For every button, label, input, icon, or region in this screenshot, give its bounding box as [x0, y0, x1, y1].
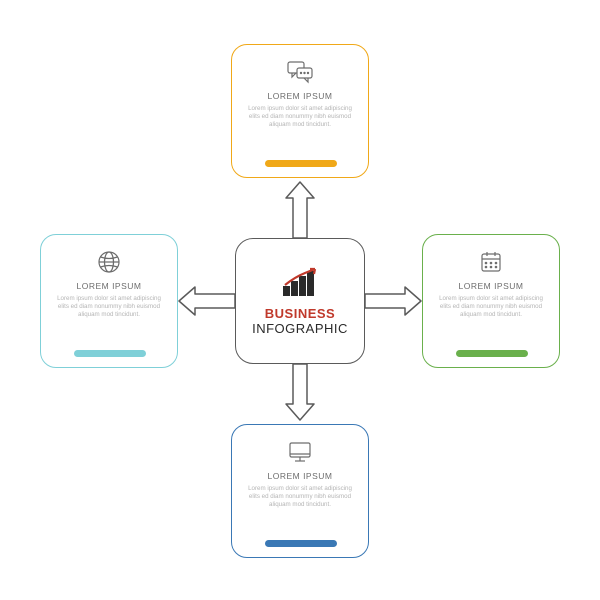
arrow-right: [364, 286, 422, 316]
card-right-title: LOREM IPSUM: [458, 281, 523, 291]
infographic-canvas: BUSINESS INFOGRAPHIC LOREM IPSUM Lorem i…: [0, 0, 600, 600]
card-top-title: LOREM IPSUM: [267, 91, 332, 101]
center-box: BUSINESS INFOGRAPHIC: [235, 238, 365, 364]
card-left-accent: [74, 350, 146, 357]
arrow-up: [285, 181, 315, 239]
calendar-icon: [479, 249, 503, 275]
card-left: LOREM IPSUM Lorem ipsum dolor sit amet a…: [40, 234, 178, 368]
card-bottom-body: Lorem ipsum dolor sit amet adipiscing el…: [242, 485, 358, 508]
card-bottom-title: LOREM IPSUM: [267, 471, 332, 481]
chat-icon: [286, 59, 314, 85]
card-right-body: Lorem ipsum dolor sit amet adipiscing el…: [433, 295, 549, 318]
card-top-body: Lorem ipsum dolor sit amet adipiscing el…: [242, 105, 358, 128]
card-bottom-accent: [265, 540, 337, 547]
monitor-icon: [287, 439, 313, 465]
card-bottom: LOREM IPSUM Lorem ipsum dolor sit amet a…: [231, 424, 369, 558]
arrow-left: [178, 286, 236, 316]
card-top-accent: [265, 160, 337, 167]
card-right-accent: [456, 350, 528, 357]
center-title-line1: BUSINESS: [265, 306, 335, 321]
globe-icon: [97, 249, 121, 275]
growth-chart-icon: [281, 267, 319, 302]
card-left-body: Lorem ipsum dolor sit amet adipiscing el…: [51, 295, 167, 318]
card-right: LOREM IPSUM Lorem ipsum dolor sit amet a…: [422, 234, 560, 368]
card-left-title: LOREM IPSUM: [76, 281, 141, 291]
arrow-down: [285, 363, 315, 421]
center-title-line2: INFOGRAPHIC: [252, 321, 348, 336]
card-top: LOREM IPSUM Lorem ipsum dolor sit amet a…: [231, 44, 369, 178]
